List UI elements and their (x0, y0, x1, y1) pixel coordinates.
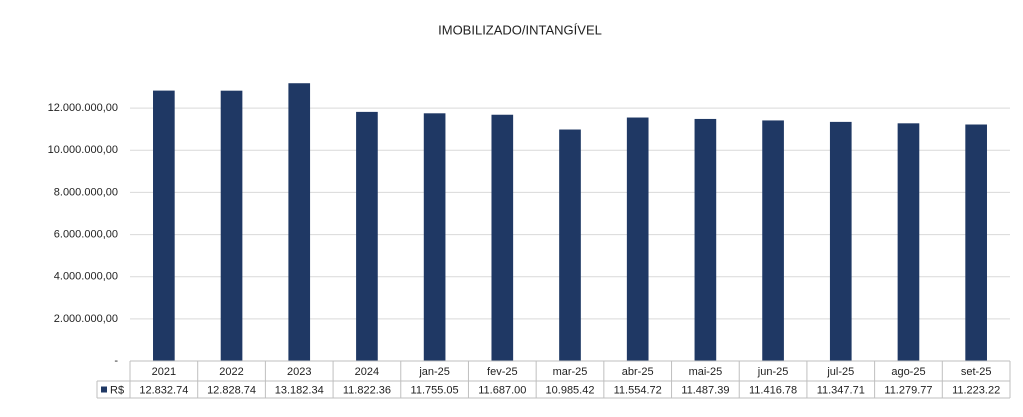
data-table-value: 11.223.22 (952, 384, 1000, 396)
data-table-value: 11.755.05 (411, 384, 459, 396)
data-table-value: 11.487.39 (681, 384, 729, 396)
bar (762, 120, 784, 362)
x-tick-label: set-25 (961, 366, 992, 378)
legend-label: R$ (110, 384, 124, 396)
chart-title: IMOBILIZADO/INTANGÍVEL (438, 22, 602, 37)
y-tick-label: 6.000.000,00 (54, 228, 118, 240)
data-table-value: 11.554.72 (614, 384, 662, 396)
bar (965, 124, 987, 362)
y-tick-label: - (114, 355, 118, 367)
x-tick-label: ago-25 (891, 366, 925, 378)
x-tick-label: 2024 (355, 366, 379, 378)
data-table-value: 11.687.00 (478, 384, 526, 396)
data-table-value: 11.279.77 (884, 384, 932, 396)
y-tick-label: 4.000.000,00 (54, 271, 118, 283)
x-tick-label: fev-25 (487, 366, 518, 378)
data-table-value: 13.182.34 (275, 384, 324, 396)
bar (153, 90, 175, 362)
bar (829, 121, 852, 361)
bar (220, 90, 243, 362)
y-tick-label: 12.000.000,00 (48, 102, 118, 114)
y-tick-label: 8.000.000,00 (54, 186, 118, 198)
x-tick-label: jul-25 (826, 366, 854, 378)
data-table-value: 11.347.71 (817, 384, 865, 396)
y-tick-label: 2.000.000,00 (54, 313, 118, 325)
bar (356, 111, 378, 361)
bar (423, 113, 446, 361)
data-table-value: 11.416.78 (749, 384, 797, 396)
x-tick-label: jan-25 (418, 366, 450, 378)
x-tick-label: jun-25 (757, 366, 789, 378)
data-table-value: 11.822.36 (343, 384, 391, 396)
data-table-value: 12.832.74 (139, 384, 188, 396)
x-tick-label: mai-25 (689, 366, 723, 378)
legend-key (101, 386, 107, 393)
data-table-value: 10.985.42 (546, 384, 595, 396)
bar (491, 114, 514, 361)
x-tick-label: 2022 (219, 366, 243, 378)
data-table-value: 12.828.74 (207, 384, 256, 396)
y-tick-label: 10.000.000,00 (48, 144, 118, 156)
bar (559, 129, 581, 361)
x-tick-label: abr-25 (622, 366, 654, 378)
x-tick-label: 2021 (152, 366, 176, 378)
x-tick-label: mar-25 (553, 366, 588, 378)
bar (694, 118, 717, 362)
bar (288, 83, 311, 362)
bar (897, 123, 920, 362)
bar (626, 117, 649, 361)
x-tick-label: 2023 (287, 366, 311, 378)
